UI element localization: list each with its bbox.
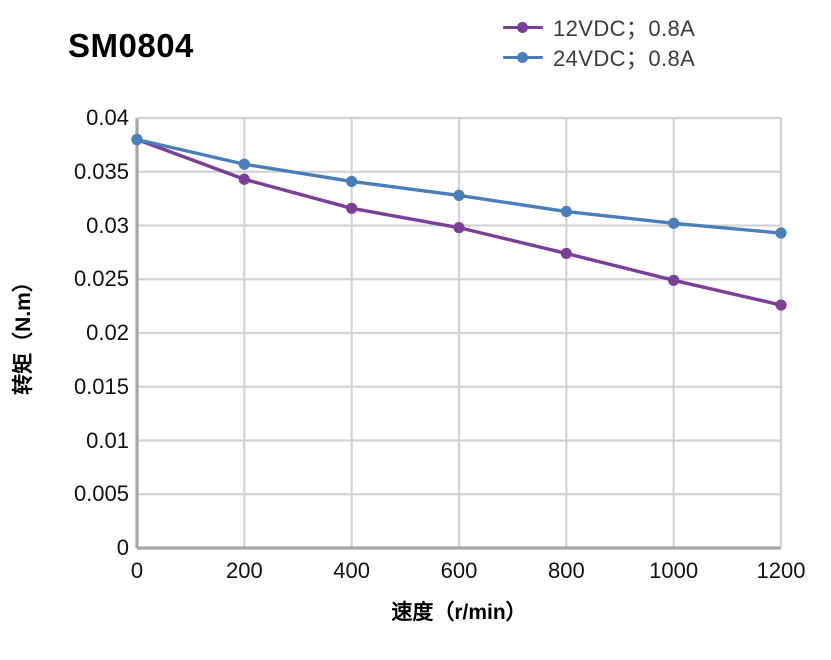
y-tick-label: 0.03 xyxy=(86,212,129,238)
data-point[interactable] xyxy=(775,227,787,239)
y-axis-tick-labels: 0 0.005 0.01 0.015 0.02 0.025 0.03 0.035 0.04 xyxy=(5,105,129,560)
y-tick-label: 0.025 xyxy=(73,266,129,292)
series-line-1 xyxy=(135,137,783,235)
legend-label-12vdc: 12VDC；0.8A xyxy=(553,16,696,41)
legend-item-24vdc[interactable]: 24VDC；0.8A xyxy=(503,42,823,72)
legend-item-12vdc[interactable]: 12VDC；0.8A xyxy=(503,12,823,42)
chart-gridlines xyxy=(135,116,783,550)
data-point[interactable] xyxy=(346,202,358,214)
x-tick-label: 0 xyxy=(130,558,144,583)
chart-legend: 12VDC；0.8A 24VDC；0.8A xyxy=(503,12,823,72)
legend-swatch-12vdc xyxy=(503,20,543,34)
data-point[interactable] xyxy=(238,173,250,185)
plot-area xyxy=(131,116,787,550)
x-tick-label: 800 xyxy=(547,558,585,583)
y-tick-label: 0.005 xyxy=(73,481,129,507)
data-point[interactable] xyxy=(238,158,250,170)
data-point[interactable] xyxy=(453,189,465,201)
x-tick-label: 1000 xyxy=(649,558,699,583)
y-tick-label: 0.015 xyxy=(73,373,129,399)
legend-swatch-24vdc xyxy=(503,50,543,64)
y-tick-label: 0.01 xyxy=(86,427,129,453)
y-tick-label: 0.02 xyxy=(86,320,129,345)
y-tick-label: 0.04 xyxy=(86,105,129,130)
legend-marker-icon xyxy=(517,22,528,33)
data-point[interactable] xyxy=(775,299,787,311)
x-tick-label: 1200 xyxy=(756,558,806,583)
x-tick-label: 600 xyxy=(440,558,478,583)
data-point[interactable] xyxy=(453,222,465,234)
legend-marker-icon xyxy=(517,52,528,63)
x-tick-label: 400 xyxy=(333,558,371,583)
data-point[interactable] xyxy=(560,205,572,218)
x-tick-label: 200 xyxy=(225,558,263,583)
chart-series-layer xyxy=(131,133,787,311)
x-axis-tick-labels: 0 200 400 600 800 1000 1200 xyxy=(131,558,806,588)
data-point[interactable] xyxy=(346,175,358,188)
page-title: SM0804 xyxy=(68,27,194,64)
y-tick-label: 0.035 xyxy=(73,158,129,184)
data-point[interactable] xyxy=(131,133,143,146)
legend-label-24vdc: 24VDC；0.8A xyxy=(553,46,696,71)
y-tick-label: 0 xyxy=(116,535,129,560)
data-point[interactable] xyxy=(560,247,572,260)
data-point[interactable] xyxy=(668,217,680,229)
x-axis-title: 速度（r/min） xyxy=(391,601,527,624)
data-point[interactable] xyxy=(668,274,680,286)
y-axis-title: 转矩（N.m） xyxy=(12,271,35,395)
